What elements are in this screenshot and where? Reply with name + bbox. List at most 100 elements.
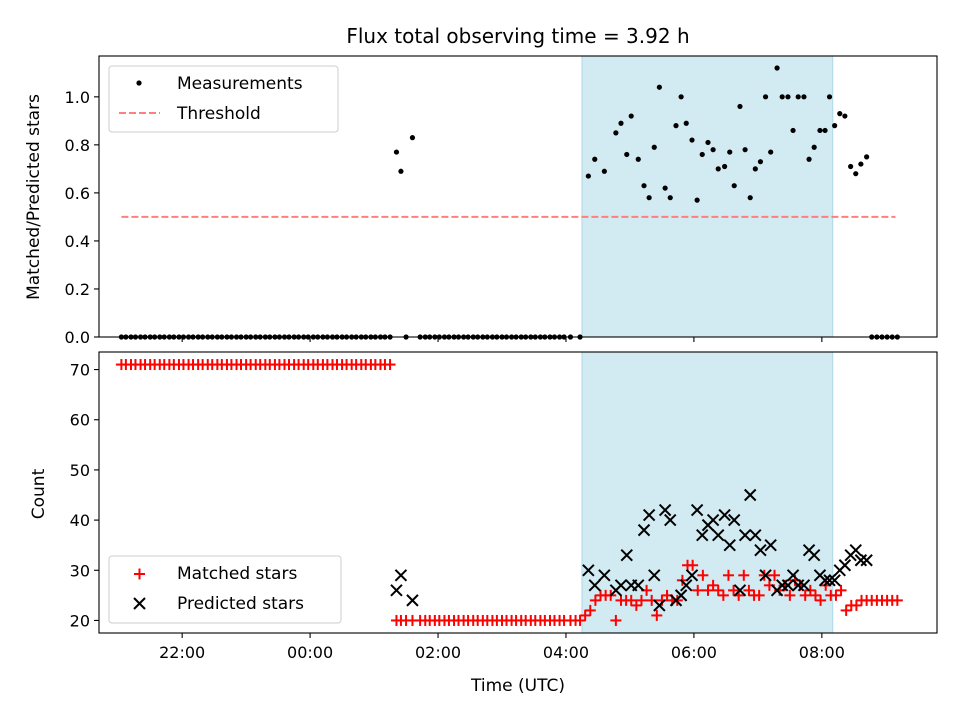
predicted-star-point	[854, 554, 868, 567]
measurement-point	[678, 94, 684, 100]
matched-star-point	[840, 604, 852, 616]
x-axis-label: Time (UTC)	[470, 676, 565, 696]
predicted-star-point	[838, 559, 852, 572]
measurement-point	[601, 168, 607, 174]
x-tick-label: 22:00	[159, 643, 205, 662]
predicted-star-point	[664, 513, 677, 527]
predicted-star-point	[685, 569, 699, 582]
measurement-point	[774, 65, 780, 71]
predicted-star-point	[690, 503, 704, 517]
x-tick-label: 00:00	[287, 643, 333, 662]
predicted-star-point	[406, 594, 419, 607]
predicted-star-point	[712, 528, 725, 542]
y-tick-label: 30	[70, 561, 90, 580]
measurement-point	[747, 195, 753, 201]
measurement-point	[585, 173, 591, 179]
measurement-point	[409, 135, 416, 141]
top-panel: 0.0 0.2 0.4 0.6 0.8 1.0 Matched/Predicted sta…	[24, 55, 938, 347]
measurement-point	[842, 113, 848, 119]
measurement-point	[822, 127, 828, 134]
matched-star-point	[850, 599, 862, 611]
measurement-point	[817, 127, 823, 134]
predicted-star-point	[653, 599, 666, 612]
matched-star-point	[574, 614, 586, 626]
matched-star-point	[753, 589, 765, 601]
bottom-legend-box	[108, 555, 342, 624]
predicted-star-point	[390, 584, 403, 597]
predicted-star-point	[749, 528, 762, 542]
measurement-point	[795, 94, 801, 100]
predicted-star-point	[797, 579, 811, 592]
predicted-star-point	[598, 569, 611, 582]
predicted-star-point	[818, 574, 832, 587]
measurement-point	[705, 139, 711, 146]
measurement-point	[651, 144, 657, 150]
predicted-star-point	[637, 523, 651, 537]
predicted-star-point	[791, 579, 805, 592]
legend-marker-predicted-stars	[133, 597, 146, 610]
predicted-star-point	[614, 579, 628, 592]
measurement-point	[731, 183, 737, 189]
measurement-point	[737, 103, 743, 110]
predicted-star-point	[582, 564, 595, 577]
predicted-star-point	[674, 589, 688, 602]
predicted-star-point	[632, 579, 645, 592]
matched-star-point	[712, 584, 724, 596]
y-tick-label: 0.0	[65, 328, 90, 347]
matched-star-point	[743, 584, 755, 596]
top-y-axis-label: Matched/Predicted stars	[24, 94, 44, 300]
measurement-point	[715, 166, 721, 172]
top-panel-frame	[98, 55, 938, 338]
y-tick-label: 0.4	[65, 232, 90, 251]
measurement-point	[811, 144, 817, 150]
y-tick-label: 70	[70, 361, 90, 380]
bottom-panel: 20 30 40 50 60 70 22:00 00:00 02:00 04:00 06:00 08:…	[29, 351, 938, 696]
matched-star-point	[579, 609, 591, 621]
measurement-point	[689, 137, 695, 143]
measurement-point	[613, 130, 619, 136]
measurement-point	[826, 94, 833, 100]
measurement-point	[752, 166, 758, 172]
matched-star-point	[697, 569, 709, 581]
measurement-point	[848, 163, 854, 170]
observing-window-shade	[581, 55, 834, 338]
predicted-star-point	[648, 569, 661, 582]
measurement-point	[694, 197, 700, 203]
y-tick-label: 60	[70, 411, 90, 430]
measurement-point	[801, 94, 807, 100]
matched-star-point	[717, 589, 729, 601]
predicted-star-point	[759, 569, 772, 582]
measurement-point	[785, 94, 791, 100]
measurement-point	[832, 123, 838, 129]
measurement-point	[864, 154, 870, 160]
measurement-point	[762, 94, 769, 100]
measurement-point	[710, 147, 716, 153]
predicted-star-point	[849, 543, 862, 557]
matched-star-point	[610, 614, 622, 626]
chart-title: Flux total observing time = 3.92 h	[346, 24, 689, 48]
measurement-point	[742, 147, 748, 153]
matched-star-point	[589, 594, 601, 606]
matched-star-point	[687, 559, 699, 571]
legend-label-measurements: Measurements	[177, 74, 303, 94]
top-legend-box	[108, 65, 339, 133]
y-tick-label: 0.2	[65, 280, 90, 299]
legend-label-threshold: Threshold	[176, 104, 261, 124]
measurement-point	[592, 156, 598, 162]
matched-star-point	[702, 584, 714, 596]
predicted-star-point	[718, 508, 731, 522]
measurement-point	[790, 127, 796, 134]
measurement-point	[727, 149, 733, 155]
predicted-star-point	[744, 488, 757, 502]
predicted-star-point	[728, 513, 741, 527]
measurement-point	[662, 185, 668, 191]
predicted-star-point	[823, 574, 836, 587]
measurement-point	[858, 161, 864, 167]
predicted-star-point	[642, 508, 656, 522]
predicted-star-point	[723, 538, 736, 552]
matched-star-point	[784, 589, 796, 601]
predicted-star-point	[706, 513, 720, 527]
measurement-point	[768, 149, 774, 155]
matched-star-point	[630, 599, 642, 611]
matched-star-point	[722, 569, 734, 581]
